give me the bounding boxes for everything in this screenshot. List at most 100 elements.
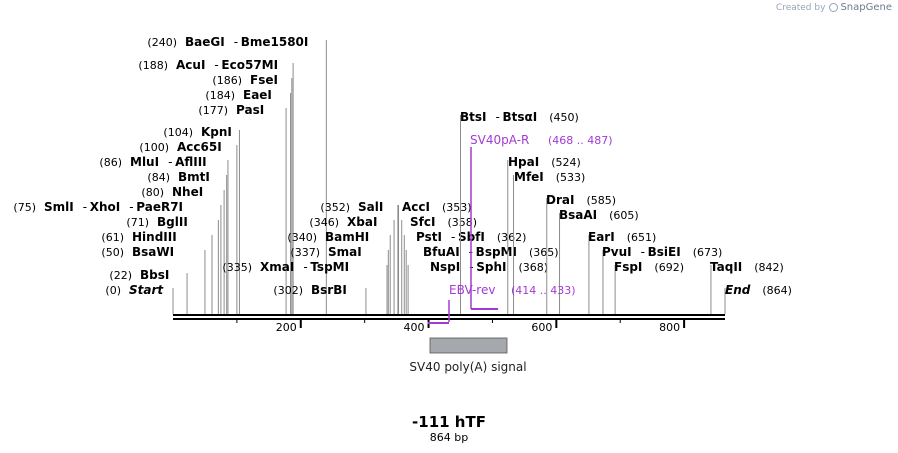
enzyme-position: (86) <box>99 156 122 169</box>
enzyme-separator: - <box>83 200 87 214</box>
tick-label: 600 <box>531 321 552 334</box>
enzyme-name: PstI <box>416 230 442 244</box>
enzyme-separator: - <box>303 260 307 274</box>
enzyme-name: Bme1580I <box>241 35 309 49</box>
primer-position: (468 .. 487) <box>548 134 613 147</box>
enzyme-position: (365) <box>529 246 559 259</box>
enzyme-position: (605) <box>609 209 639 222</box>
enzyme-name: FspI <box>614 260 642 274</box>
enzyme-name: BsiEI <box>648 245 681 259</box>
sequence-name: -111 hTF <box>412 413 486 431</box>
enzyme-position: (184) <box>205 89 235 102</box>
snapgene-logo-icon <box>829 3 839 12</box>
tick-label: 400 <box>404 321 425 334</box>
enzyme-position: (75) <box>13 201 36 214</box>
tick-label: 200 <box>276 321 297 334</box>
enzyme-name: End <box>725 283 751 297</box>
enzyme-position: (673) <box>693 246 723 259</box>
enzyme-name: SphI <box>476 260 506 274</box>
enzyme-name: AflIII <box>175 155 207 169</box>
enzyme-name: PvuI <box>602 245 632 259</box>
enzyme-name: BtsI <box>460 110 487 124</box>
enzyme-position: (186) <box>212 74 242 87</box>
enzyme-position: (651) <box>627 231 657 244</box>
enzyme-position: (340) <box>287 231 317 244</box>
enzyme-position: (22) <box>109 269 132 282</box>
enzyme-position: (358) <box>447 216 477 229</box>
enzyme-name: FseI <box>250 73 278 87</box>
enzyme-position: (864) <box>762 284 792 297</box>
enzyme-name: BsrBI <box>311 283 347 297</box>
feature-label: SV40 poly(A) signal <box>409 360 526 374</box>
enzyme-name: BfuAI <box>423 245 460 259</box>
enzyme-position: (585) <box>586 194 616 207</box>
enzyme-name: BmtI <box>178 170 210 184</box>
enzyme-name: TaqII <box>710 260 742 274</box>
enzyme-separator: - <box>496 110 500 124</box>
primer-name: SV40pA-R <box>470 133 529 147</box>
enzyme-name: EarI <box>588 230 615 244</box>
enzyme-name: EaeI <box>243 88 272 102</box>
enzyme-separator: - <box>641 245 645 259</box>
feature-box[interactable] <box>429 337 508 354</box>
enzyme-name: MluI <box>130 155 159 169</box>
enzyme-name: TspMI <box>310 260 349 274</box>
enzyme-name: KpnI <box>201 125 232 139</box>
enzyme-name: NheI <box>172 185 203 199</box>
enzyme-name: SalI <box>358 200 383 214</box>
enzyme-position: (368) <box>519 261 549 274</box>
enzyme-name: PaeR7I <box>136 200 183 214</box>
enzyme-name: NspI <box>430 260 460 274</box>
enzyme-position: (302) <box>273 284 303 297</box>
enzyme-separator: - <box>451 230 455 244</box>
enzyme-position: (104) <box>163 126 193 139</box>
watermark-prefix: Created by <box>775 2 826 13</box>
enzyme-position: (346) <box>309 216 339 229</box>
enzyme-position: (337) <box>290 246 320 259</box>
enzyme-name: BtsαI <box>503 110 538 124</box>
enzyme-name: BglII <box>157 215 188 229</box>
enzyme-name: SmaI <box>328 245 362 259</box>
enzyme-position: (71) <box>126 216 149 229</box>
enzyme-name: BamHI <box>325 230 369 244</box>
enzyme-name: XmaI <box>260 260 294 274</box>
enzyme-position: (100) <box>139 141 169 154</box>
enzyme-position: (450) <box>549 111 579 124</box>
snapgene-watermark: Created by SnapGene <box>776 2 892 13</box>
enzyme-separator: - <box>168 155 172 169</box>
enzyme-position: (177) <box>198 104 228 117</box>
enzyme-name: BspMI <box>476 245 517 259</box>
enzyme-name: Start <box>129 283 164 297</box>
enzyme-name: HindIII <box>132 230 177 244</box>
enzyme-position: (362) <box>497 231 527 244</box>
enzyme-position: (188) <box>138 59 168 72</box>
enzyme-name: PasI <box>236 103 264 117</box>
enzyme-name: XbaI <box>347 215 377 229</box>
enzyme-name: HpaI <box>508 155 539 169</box>
enzyme-name: Eco57MI <box>221 58 278 72</box>
enzyme-name: BaeGI <box>185 35 225 49</box>
enzyme-name: AcuI <box>176 58 205 72</box>
enzyme-name: Acc65I <box>177 140 222 154</box>
enzyme-name: SfcI <box>410 215 435 229</box>
primer-position: (414 .. 433) <box>511 284 576 297</box>
enzyme-position: (61) <box>101 231 124 244</box>
enzyme-name: DraI <box>546 193 574 207</box>
enzyme-position: (84) <box>147 171 170 184</box>
enzyme-position: (80) <box>141 186 164 199</box>
enzyme-position: (842) <box>754 261 784 274</box>
enzyme-separator: - <box>214 58 218 72</box>
enzyme-name: BsaAI <box>559 208 597 222</box>
enzyme-separator: - <box>234 35 238 49</box>
sequence-length: 864 bp <box>430 431 468 444</box>
watermark-brand: SnapGene <box>840 2 892 13</box>
enzyme-name: SmlI <box>44 200 74 214</box>
enzyme-position: (692) <box>654 261 684 274</box>
enzyme-position: (353) <box>442 201 472 214</box>
enzyme-position: (335) <box>222 261 252 274</box>
tick-label: 800 <box>659 321 680 334</box>
enzyme-position: (524) <box>551 156 581 169</box>
enzyme-position: (352) <box>320 201 350 214</box>
enzyme-separator: - <box>129 200 133 214</box>
